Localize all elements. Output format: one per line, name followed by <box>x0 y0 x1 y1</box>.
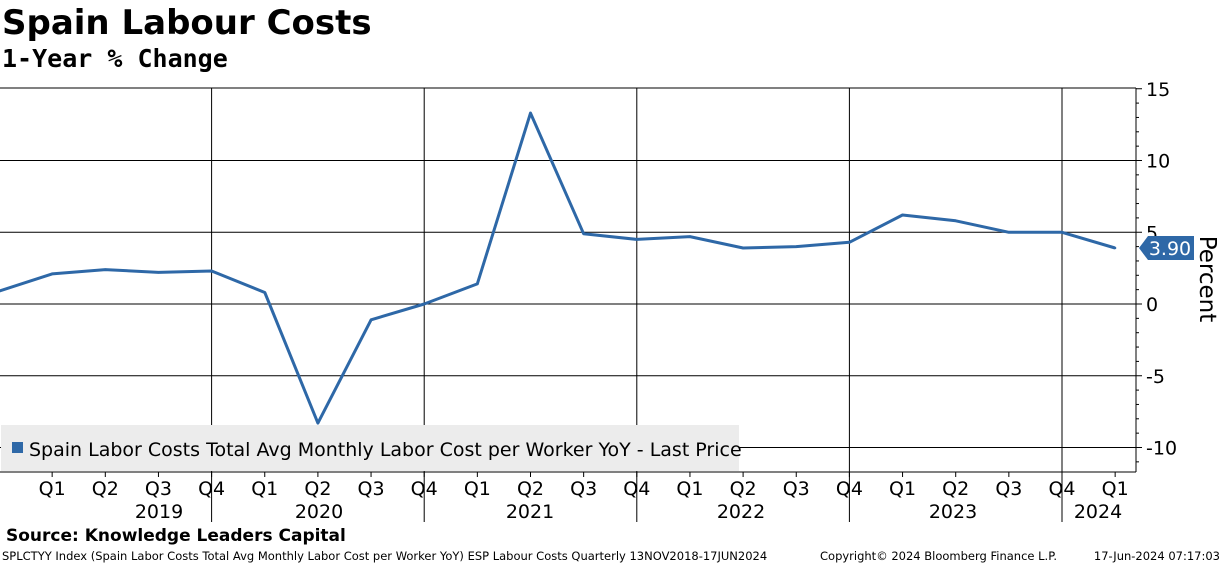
x-quarter-label: Q3 <box>145 478 172 500</box>
y-tick-label: 15 <box>1146 79 1170 101</box>
x-quarter-label: Q2 <box>942 478 969 500</box>
data-point <box>1060 231 1064 234</box>
legend-box <box>1 425 739 471</box>
last-value-label: 3.90 <box>1149 238 1191 260</box>
x-year-label: 2023 <box>929 501 977 523</box>
data-point <box>423 302 426 306</box>
x-quarter-label: Q4 <box>198 478 225 500</box>
x-quarter-label: Q4 <box>836 478 863 500</box>
x-quarter-label: Q1 <box>251 478 278 500</box>
footer-timestamp: 17-Jun-2024 07:17:03 <box>1093 549 1220 563</box>
last-value-badge <box>1139 236 1194 261</box>
x-quarter-label: Q1 <box>676 478 703 500</box>
data-point <box>582 232 585 235</box>
chart-subtitle: 1-Year % Change <box>2 44 228 73</box>
x-quarter-label: Q1 <box>464 478 491 500</box>
data-point <box>104 268 107 271</box>
x-quarter-label: Q2 <box>304 478 331 500</box>
legend-swatch <box>12 442 23 453</box>
data-point <box>476 282 479 286</box>
data-point <box>529 111 532 115</box>
x-quarter-label: Q3 <box>783 478 810 500</box>
x-quarter-label: Q3 <box>570 478 597 500</box>
data-point <box>954 219 957 222</box>
footer-copyright: Copyright© 2024 Bloomberg Finance L.P. <box>820 549 1057 563</box>
data-point <box>901 213 904 217</box>
data-point <box>1113 246 1117 250</box>
x-quarter-label: Q2 <box>517 478 544 500</box>
legend-label: Spain Labor Costs Total Avg Monthly Labo… <box>29 439 742 461</box>
x-year-label: 2019 <box>135 501 183 523</box>
x-year-label: 2020 <box>295 501 343 523</box>
data-point <box>316 421 320 425</box>
data-point <box>795 245 798 248</box>
y-tick-label: -5 <box>1146 366 1165 388</box>
data-point <box>369 318 373 321</box>
y-axis-title: Percent <box>1194 236 1220 323</box>
data-point <box>263 291 266 294</box>
series-line <box>0 111 1116 425</box>
data-point <box>741 246 745 250</box>
data-point <box>848 241 851 244</box>
y-tick-label: 0 <box>1146 294 1158 316</box>
data-point <box>688 235 692 238</box>
y-tick-label: -10 <box>1146 438 1177 460</box>
x-quarter-label: Q1 <box>39 478 66 500</box>
data-point <box>635 238 638 241</box>
x-year-label: 2022 <box>717 501 765 523</box>
x-quarter-label: Q4 <box>1048 478 1075 500</box>
x-quarter-label: Q4 <box>623 478 650 500</box>
x-year-label: 2021 <box>506 501 554 523</box>
source-note: Source: Knowledge Leaders Capital <box>6 526 346 546</box>
x-quarter-label: Q1 <box>1102 478 1129 500</box>
x-year-label: 2024 <box>1074 501 1122 523</box>
footer-index-info: SPLCTYY Index (Spain Labor Costs Total A… <box>2 549 768 563</box>
x-quarter-label: Q2 <box>92 478 119 500</box>
x-quarter-label: Q2 <box>730 478 757 500</box>
data-point <box>210 269 213 273</box>
data-point <box>157 271 160 274</box>
data-point <box>1007 231 1011 234</box>
y-tick-label: 10 <box>1146 151 1170 173</box>
x-quarter-label: Q3 <box>995 478 1022 500</box>
chart-title: Spain Labour Costs <box>2 3 372 43</box>
x-quarter-label: Q4 <box>411 478 438 500</box>
x-quarter-label: Q1 <box>889 478 916 500</box>
x-quarter-label: Q3 <box>358 478 385 500</box>
data-point <box>50 272 54 276</box>
